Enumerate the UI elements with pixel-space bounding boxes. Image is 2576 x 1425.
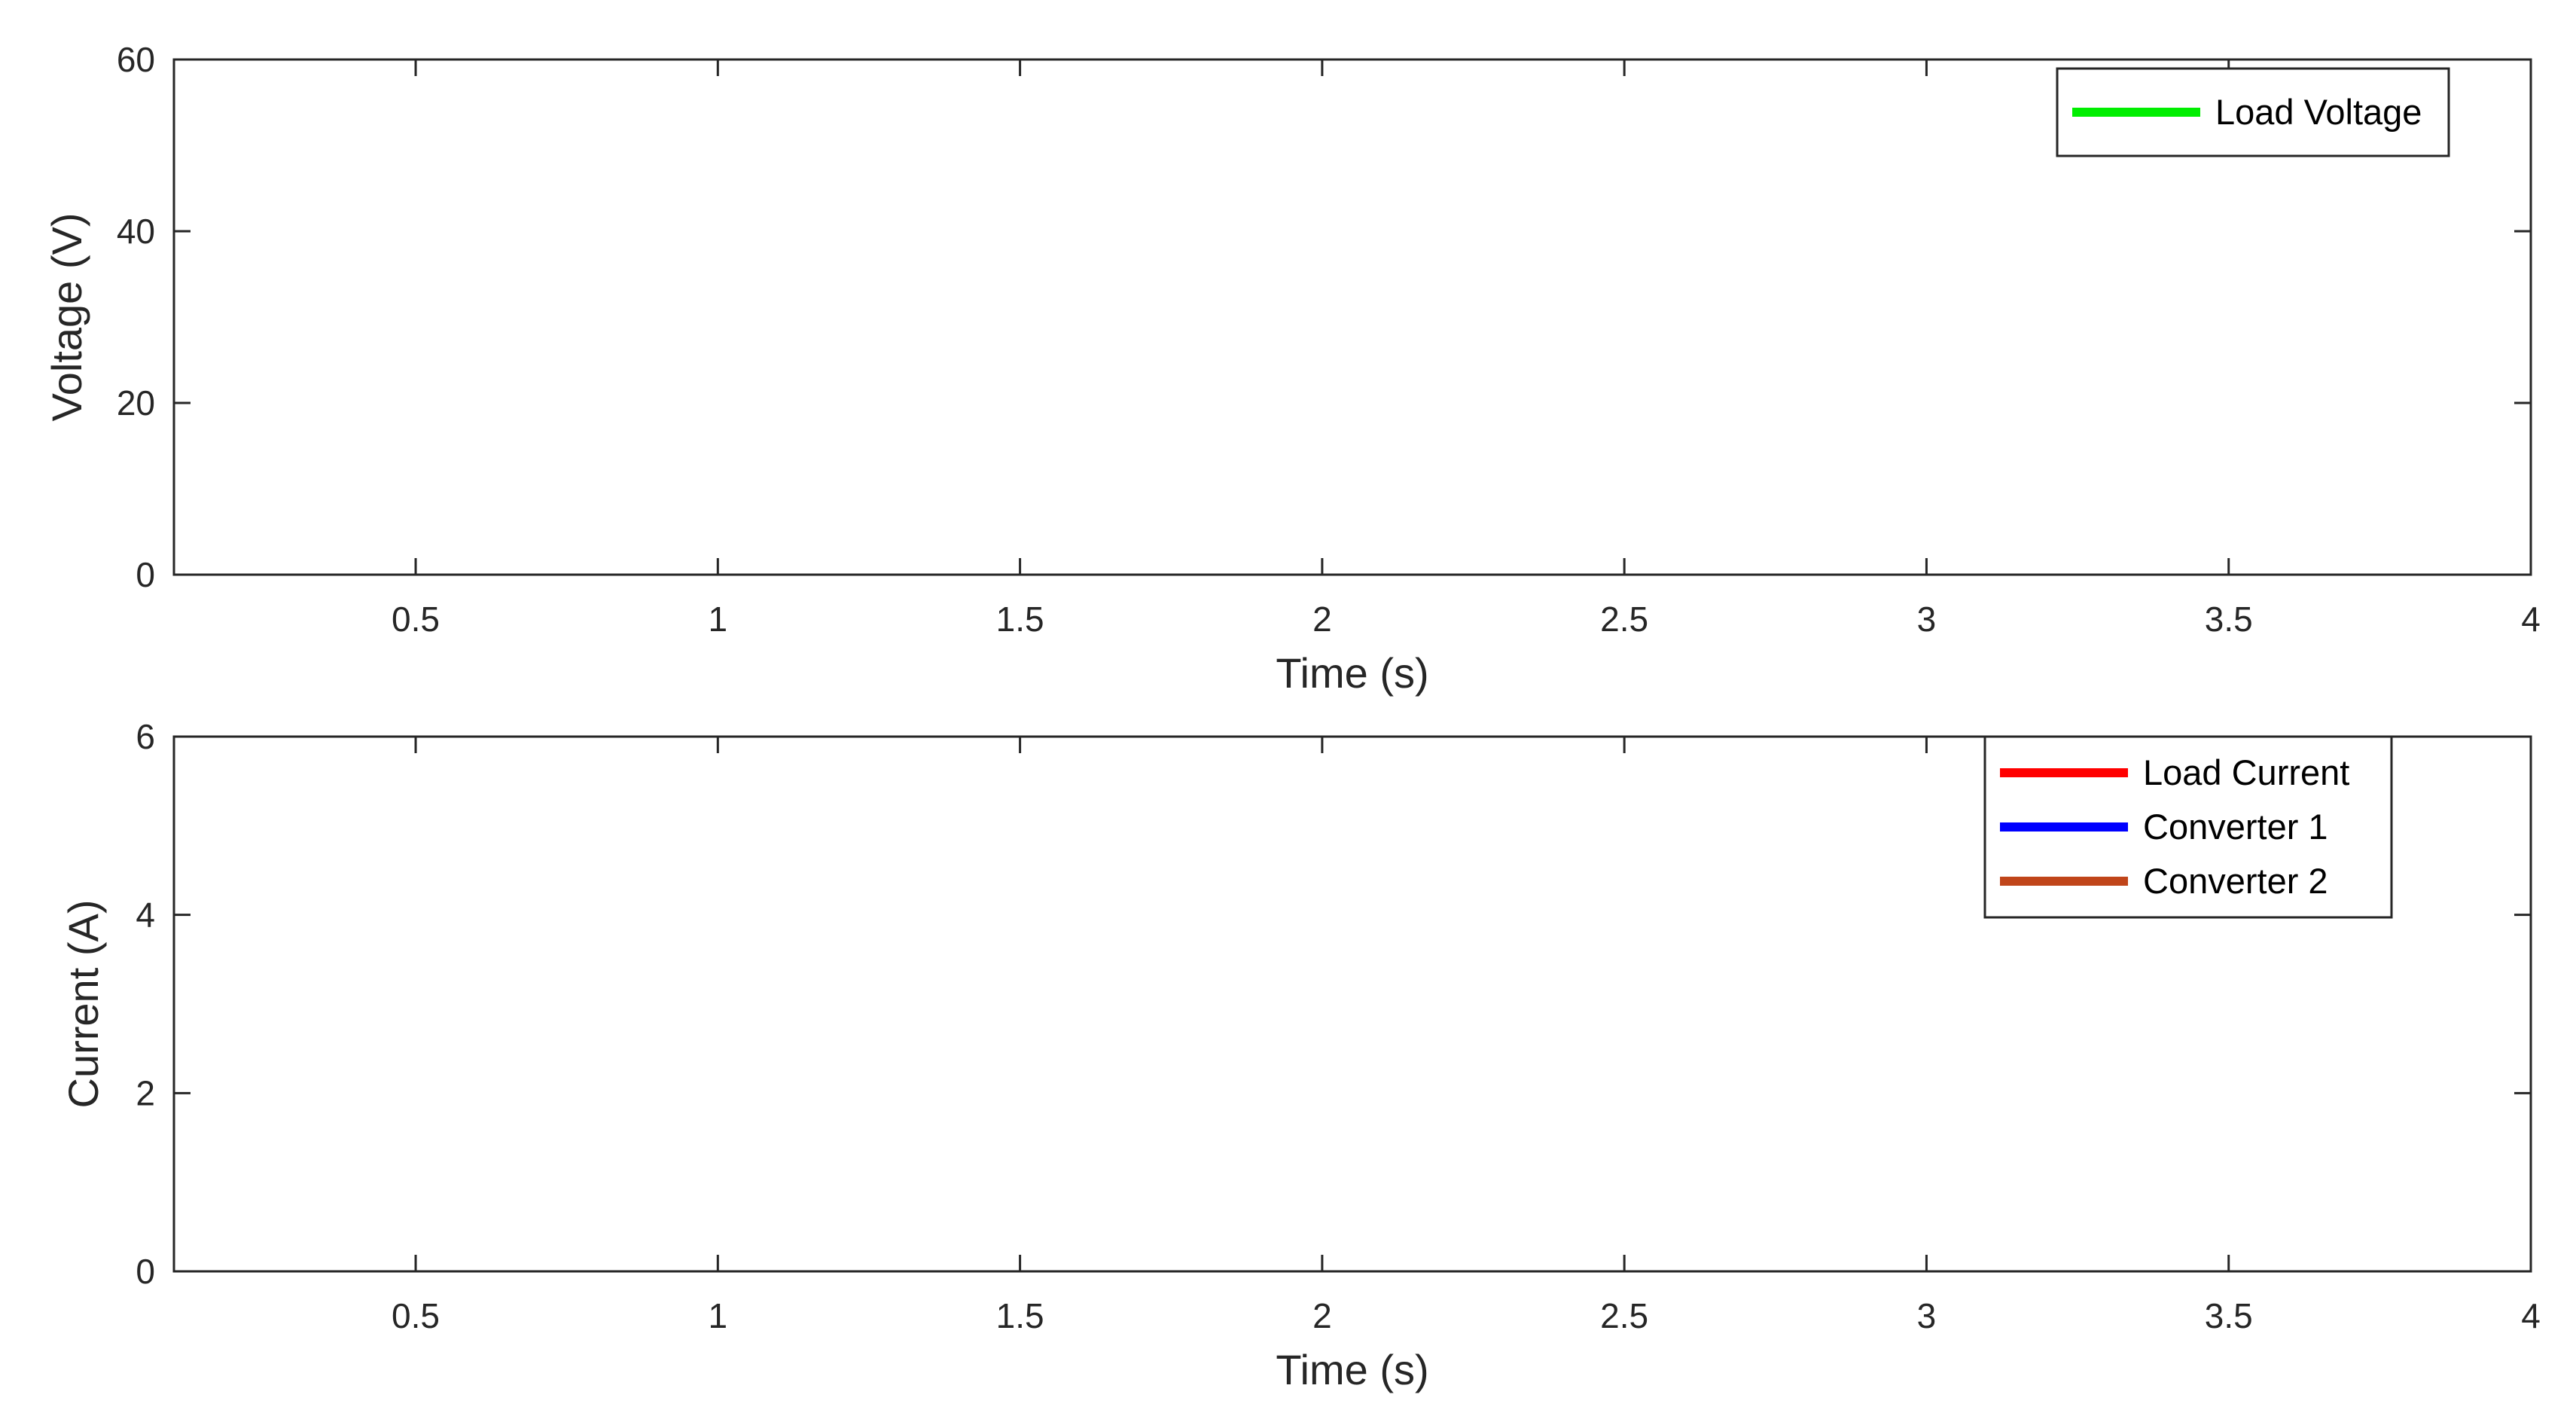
x-tick-label: 1.5 <box>996 1296 1044 1335</box>
x-tick-label: 2 <box>1312 600 1332 639</box>
x-tick-label: 1 <box>709 1296 728 1335</box>
x-tick-label: 2.5 <box>1600 600 1648 639</box>
x-tick-label: 1 <box>709 600 728 639</box>
y-tick-label: 4 <box>136 896 155 935</box>
legend-label: Load Current <box>2143 752 2349 792</box>
y-axis-label: Current (A) <box>59 900 107 1109</box>
chart-current: 0.5 1 1.5 2 2.5 3 3.5 4 0 2 4 6 Time (s) Current (A) L… <box>59 717 2541 1393</box>
legend: Load Current Converter 1 Converter 2 <box>1983 735 2393 919</box>
y-tick-label: 6 <box>136 717 155 756</box>
x-tick-label: 2.5 <box>1600 1296 1648 1335</box>
x-tick-label: 0.5 <box>392 1296 440 1335</box>
y-axis-label: Voltage (V) <box>43 212 90 421</box>
x-tick-label: 4 <box>2521 1296 2541 1335</box>
x-tick-label: 3 <box>1917 600 1937 639</box>
x-tick-label: 1.5 <box>996 600 1044 639</box>
x-tick-label: 3 <box>1917 1296 1937 1335</box>
legend: Load Voltage <box>2056 67 2450 157</box>
y-tick-label: 2 <box>136 1073 155 1112</box>
x-tick-label: 4 <box>2521 600 2541 639</box>
y-tick-label: 20 <box>117 383 155 423</box>
x-axis-label: Time (s) <box>1276 649 1428 697</box>
y-tick-label: 0 <box>136 1252 155 1291</box>
x-tick-label: 0.5 <box>392 600 440 639</box>
legend-label: Load Voltage <box>2215 92 2422 132</box>
y-tick-label: 40 <box>117 212 155 251</box>
legend-label: Converter 2 <box>2143 861 2328 901</box>
y-tick-label: 0 <box>136 555 155 594</box>
x-tick-label: 3.5 <box>2205 600 2253 639</box>
legend-label: Converter 1 <box>2143 807 2328 847</box>
x-tick-label: 3.5 <box>2205 1296 2253 1335</box>
x-tick-label: 2 <box>1312 1296 1332 1335</box>
x-axis-label: Time (s) <box>1276 1346 1428 1393</box>
y-tick-label: 60 <box>117 40 155 79</box>
